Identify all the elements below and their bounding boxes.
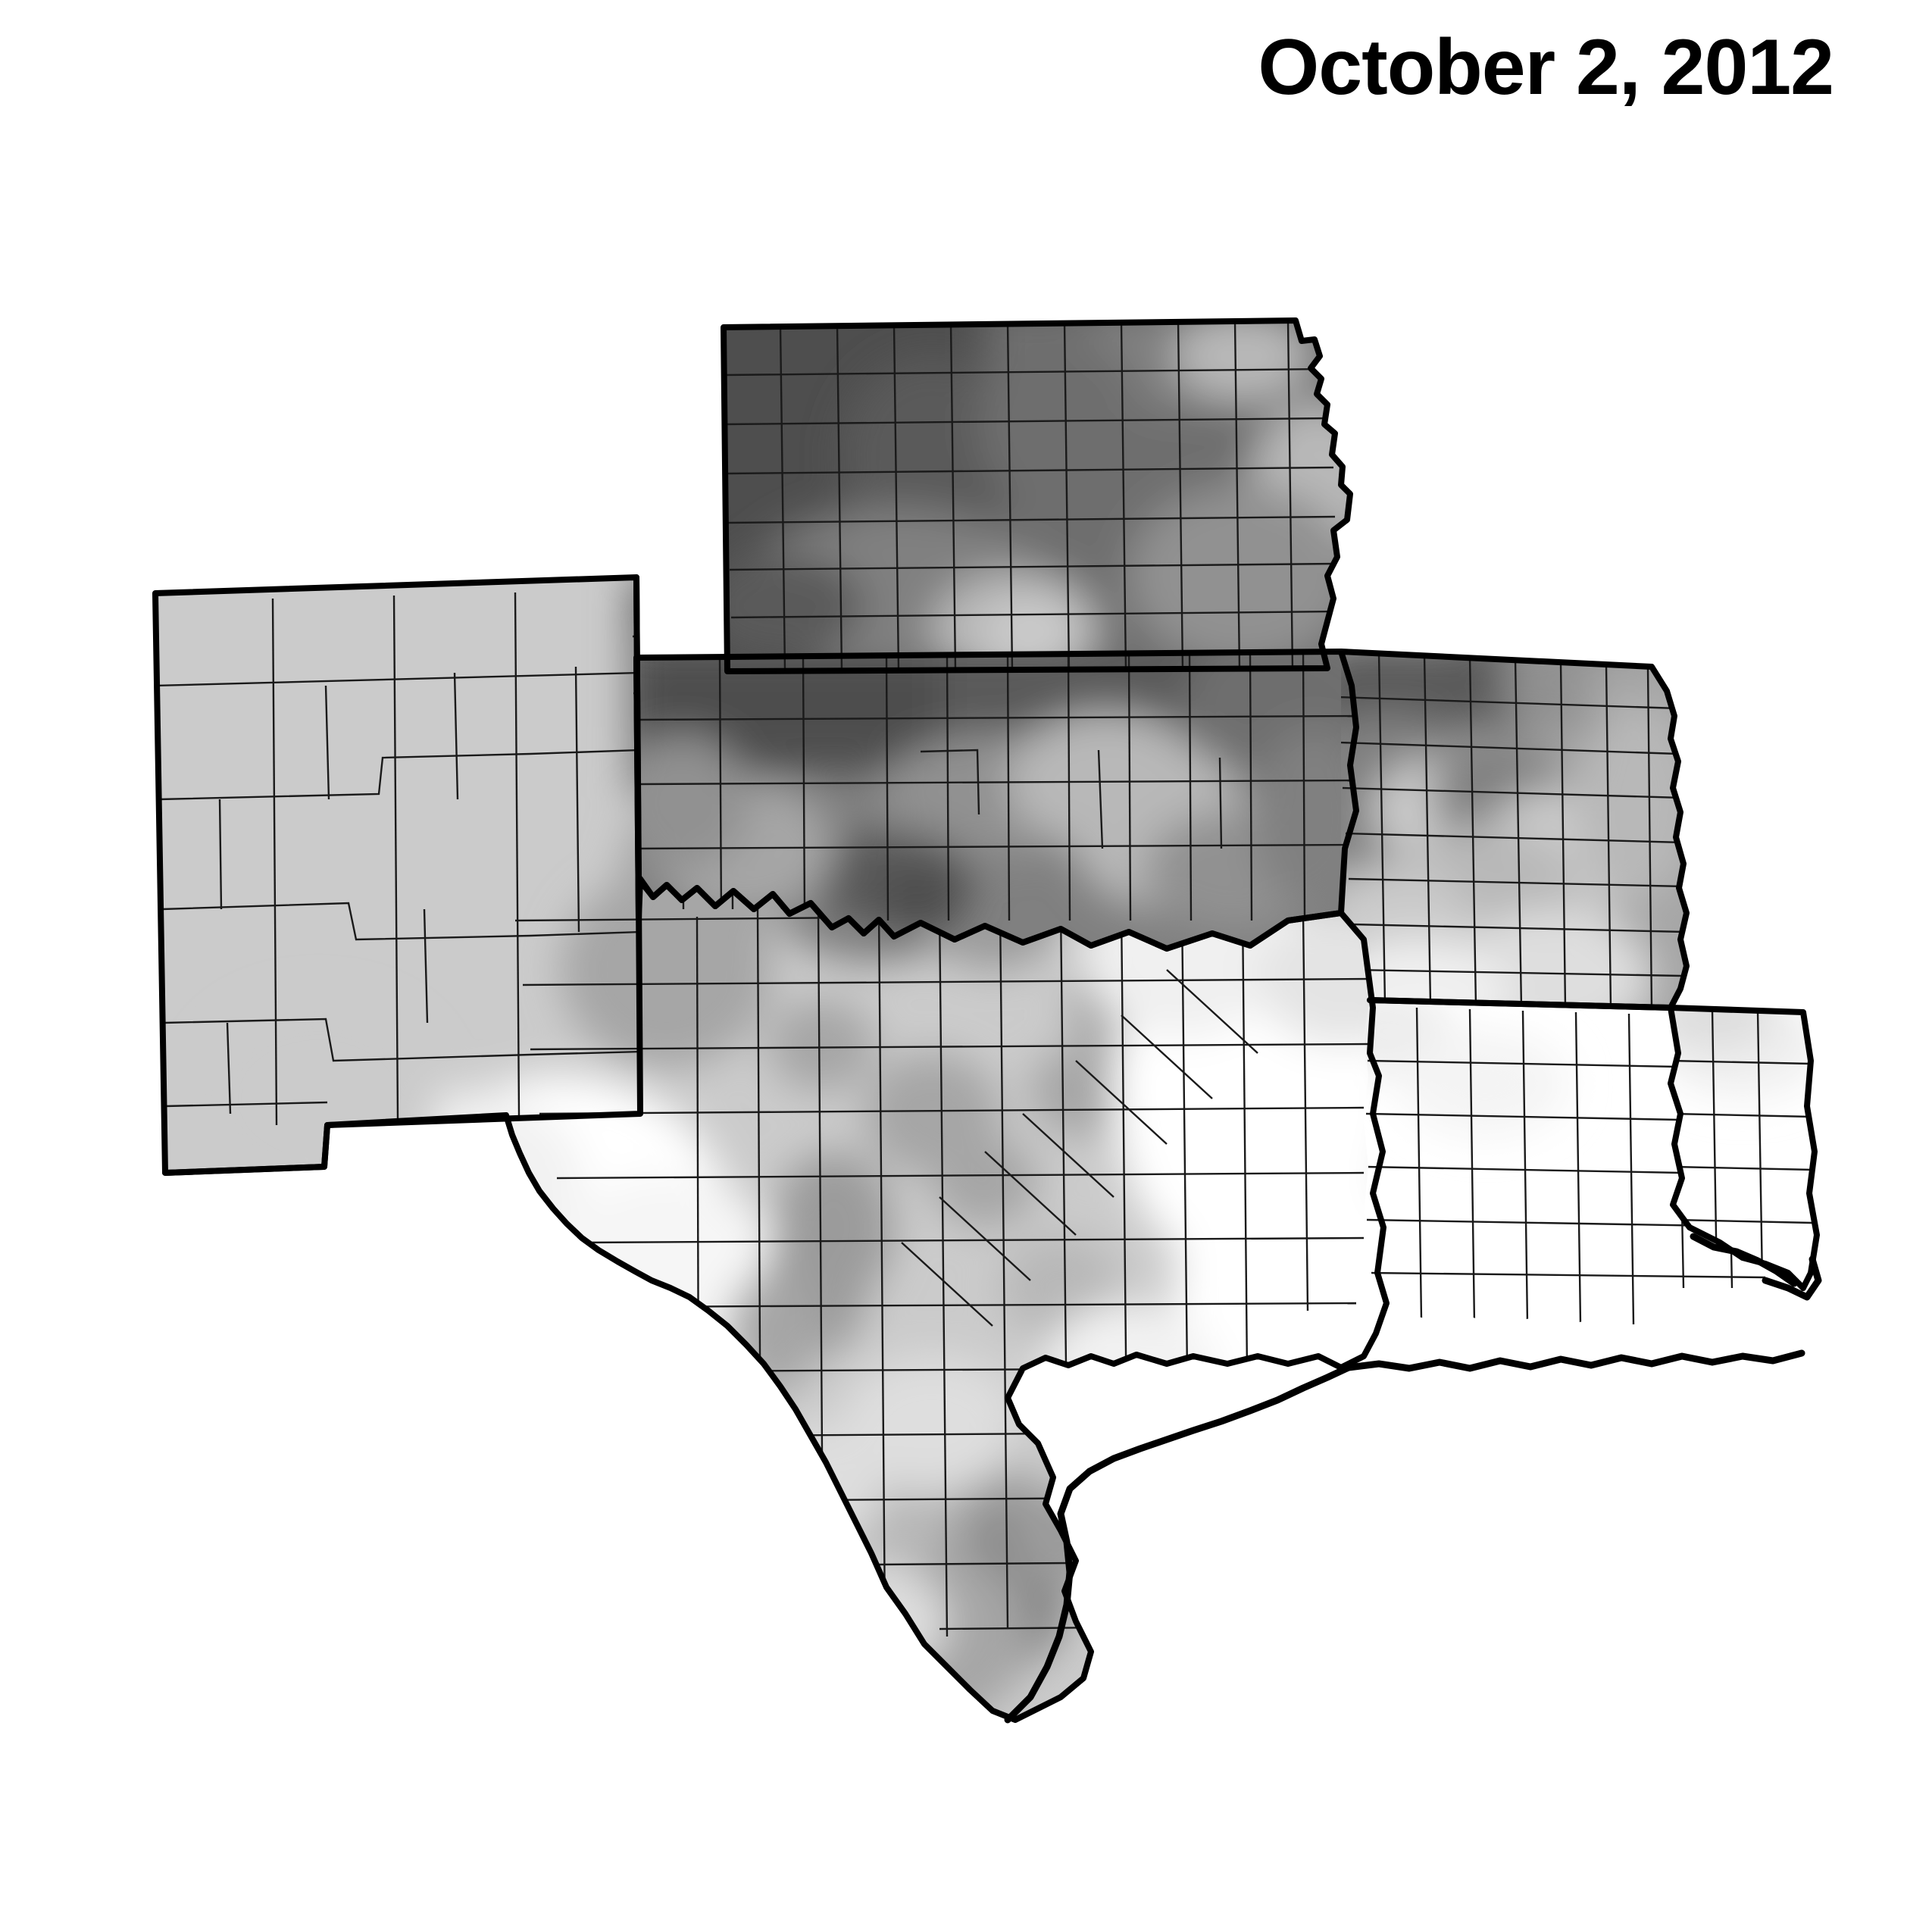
map-fill-layer (155, 320, 1817, 1720)
state-border-arkansas (1338, 649, 1690, 1011)
state-border-texas (162, 574, 1390, 1723)
region-kansas (724, 320, 1350, 671)
page-title: October 2, 2012 (1258, 23, 1834, 111)
region-oklahoma (636, 652, 1356, 947)
state-boundary-layer (152, 317, 1822, 1724)
delta-birdfoot (1762, 1255, 1822, 1301)
gulf-coastline (1004, 1349, 1805, 1724)
state-border-kansas (721, 317, 1353, 674)
mississippi-delta (1690, 1233, 1798, 1287)
